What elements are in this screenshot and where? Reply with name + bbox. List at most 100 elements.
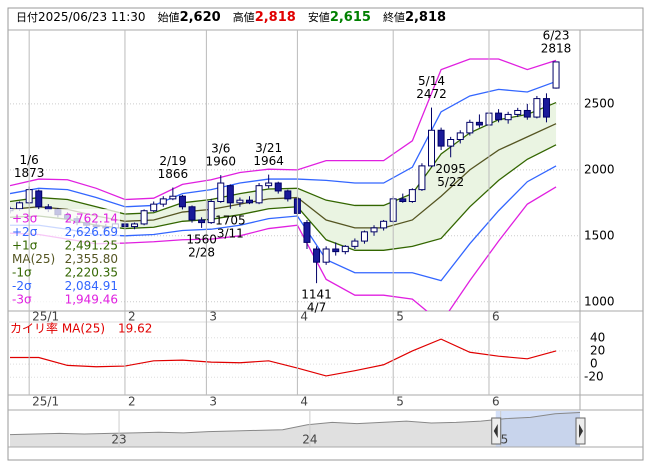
candle-body [198, 219, 206, 224]
header-value: 2,620 [179, 10, 221, 25]
legend-value: 2,491.25 [65, 239, 118, 253]
candle-body [16, 202, 24, 210]
annotation-date: 6/23 [543, 28, 570, 42]
legend-bg [10, 209, 120, 309]
candle-body [466, 121, 474, 134]
annotation-value: 2472 [416, 87, 447, 101]
annotation-value: 1866 [158, 167, 189, 181]
candle-body [475, 121, 483, 126]
legend-name: +1σ [12, 239, 38, 253]
header: 日付2025/06/23 11:30 始値2,620 高値2,818 安値2,615 終… [12, 9, 454, 25]
x-tick-label: 6 [492, 310, 500, 324]
legend-name: +3σ [12, 212, 38, 226]
annotation-date: 4/7 [307, 301, 326, 315]
annotation-date: 2/19 [159, 154, 186, 168]
y-tick-label: -20 [584, 370, 604, 384]
candle-body [140, 210, 148, 225]
candle-body [504, 113, 512, 121]
candle-body [35, 190, 43, 208]
x-tick-label: 23 [111, 433, 126, 447]
y-tick-label: 0 [590, 357, 598, 371]
candle-body [322, 248, 330, 263]
x-tick-label: 24 [302, 433, 317, 447]
legend-name: MA(25) [12, 252, 55, 266]
candle-body [150, 203, 158, 212]
annotation-date: 2/28 [188, 245, 215, 259]
annotation-date: 3/6 [211, 142, 230, 156]
legend-value: 2,626.69 [65, 225, 118, 239]
candle-body [274, 182, 282, 192]
x-tick-label: 5 [396, 395, 404, 409]
indicator-title: カイリ率 MA(25) [10, 321, 105, 336]
y-tick-label: 2000 [584, 162, 615, 176]
y-tick-label: 40 [590, 330, 605, 344]
x-tick-label: 5 [396, 310, 404, 324]
candle-body [217, 182, 225, 203]
band-line [10, 58, 557, 201]
deviation-line [10, 338, 557, 377]
candle-body [236, 199, 244, 204]
candle-body [303, 222, 311, 243]
candle-body [178, 195, 186, 208]
header-value: 2,818 [404, 10, 447, 25]
candle-body [360, 231, 368, 242]
candle-body [514, 109, 522, 115]
annotation-value: 1705 [215, 213, 246, 227]
candle-body [380, 220, 388, 229]
candle-body [552, 61, 560, 89]
candle-body [207, 201, 215, 224]
legend-name: -1σ [12, 266, 32, 280]
x-tick-label: 25/1 [32, 310, 59, 324]
handle-arrow [579, 424, 583, 438]
legend-value: 2,084.91 [65, 279, 118, 293]
y-tick-label: 20 [590, 343, 605, 357]
candle-body [399, 198, 407, 203]
y-tick-label: 2500 [584, 96, 615, 110]
x-tick-label: 4 [300, 310, 308, 324]
annotation-value: 1873 [14, 166, 45, 180]
selection [495, 411, 580, 447]
legend-name: -2σ [12, 279, 32, 293]
candle-body [159, 198, 167, 205]
x-tick-label: 3 [209, 310, 217, 324]
y-tick-label: 1500 [584, 228, 615, 242]
annotation-value: 1141 [301, 288, 332, 302]
y-tick-label: 1000 [584, 294, 615, 308]
annotation-value: 1560 [186, 232, 217, 246]
legend-value: 1,949.46 [65, 293, 118, 307]
annotation-date: 3/11 [217, 226, 244, 240]
x-tick-label: 4 [300, 395, 308, 409]
candle-body [418, 165, 426, 191]
legend-name: -3σ [12, 293, 32, 307]
candle-body [351, 240, 359, 247]
x-tick-label: 2 [128, 310, 136, 324]
annotation-date: 5/22 [437, 175, 464, 189]
candle-body [245, 199, 253, 204]
candle-body [341, 245, 349, 253]
candle-body [332, 248, 340, 253]
candle-body [265, 182, 273, 187]
candle-body [255, 185, 263, 204]
x-tick-label: 3 [209, 395, 217, 409]
legend-name: +2σ [12, 225, 38, 239]
candle-body [447, 138, 455, 147]
header-label: 終値 [382, 11, 405, 24]
candle-body [542, 98, 550, 118]
annotation-date: 5/14 [418, 74, 445, 88]
candle-body [408, 189, 416, 203]
handle-arrow [493, 424, 498, 438]
indicator-value: 19.62 [118, 322, 152, 336]
x-tick-label: 2 [128, 395, 136, 409]
band-line [10, 80, 557, 208]
annotation-value: 2095 [435, 162, 466, 176]
x-tick-label: 25/1 [32, 395, 59, 409]
legend-value: 2,220.35 [65, 266, 118, 280]
header-label: 日付 [16, 11, 38, 24]
candle-body [284, 190, 292, 200]
legend-value: 2,762.14 [65, 212, 118, 226]
x-tick-label: 6 [492, 395, 500, 409]
area-line [9, 411, 581, 436]
header-label: 安値 [307, 11, 330, 24]
